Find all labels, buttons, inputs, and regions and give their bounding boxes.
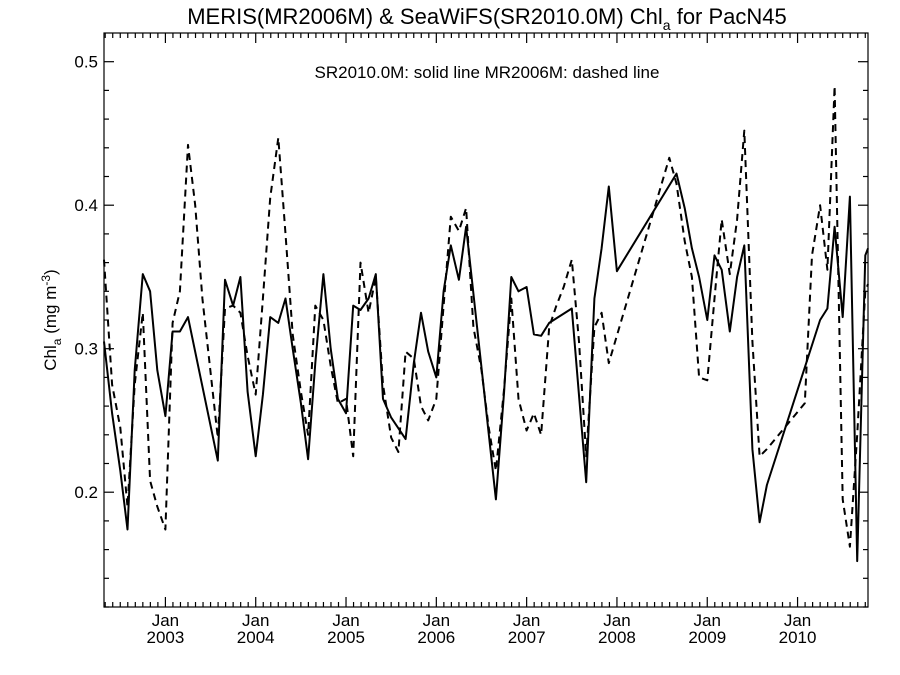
- x-axis: Jan2003Jan2004Jan2005Jan2006Jan2007Jan20…: [104, 33, 866, 647]
- x-tick-month-label: Jan: [603, 611, 630, 630]
- series-layer: [103, 85, 869, 563]
- y-axis-label: Chla (mg m-3): [39, 269, 64, 370]
- y-tick-label: 0.4: [74, 196, 98, 215]
- x-tick-year-label: 2003: [146, 628, 184, 647]
- x-tick-month-label: Jan: [332, 611, 359, 630]
- x-tick-year-label: 2005: [327, 628, 365, 647]
- x-tick-year-label: 2006: [417, 628, 455, 647]
- x-tick-month-label: Jan: [242, 611, 269, 630]
- title-subscript: a: [663, 17, 671, 33]
- x-tick-month-label: Jan: [513, 611, 540, 630]
- x-tick-year-label: 2008: [598, 628, 636, 647]
- x-tick-year-label: 2004: [237, 628, 275, 647]
- y-axis: 0.2 0.3 0.4 0.5: [74, 53, 868, 608]
- x-tick-year-label: 2010: [779, 628, 817, 647]
- plot-frame: [103, 32, 869, 608]
- chart-title: MERIS(MR2006M) & SeaWiFS(SR2010.0M) Chla…: [187, 4, 787, 33]
- x-tick-month-label: Jan: [152, 611, 179, 630]
- x-tick-month-label: Jan: [423, 611, 450, 630]
- y-tick-label: 0.3: [74, 340, 98, 359]
- series-line-solid: [103, 172, 869, 563]
- y-tick-label: 0.2: [74, 483, 98, 502]
- line-style-annotation: SR2010.0M: solid line MR2006M: dashed li…: [315, 63, 660, 82]
- x-tick-year-label: 2007: [508, 628, 546, 647]
- x-tick-month-label: Jan: [784, 611, 811, 630]
- series-line-dashed: [103, 85, 869, 548]
- x-tick-month-label: Jan: [694, 611, 721, 630]
- x-tick-year-label: 2009: [688, 628, 726, 647]
- y-tick-label: 0.5: [74, 53, 98, 72]
